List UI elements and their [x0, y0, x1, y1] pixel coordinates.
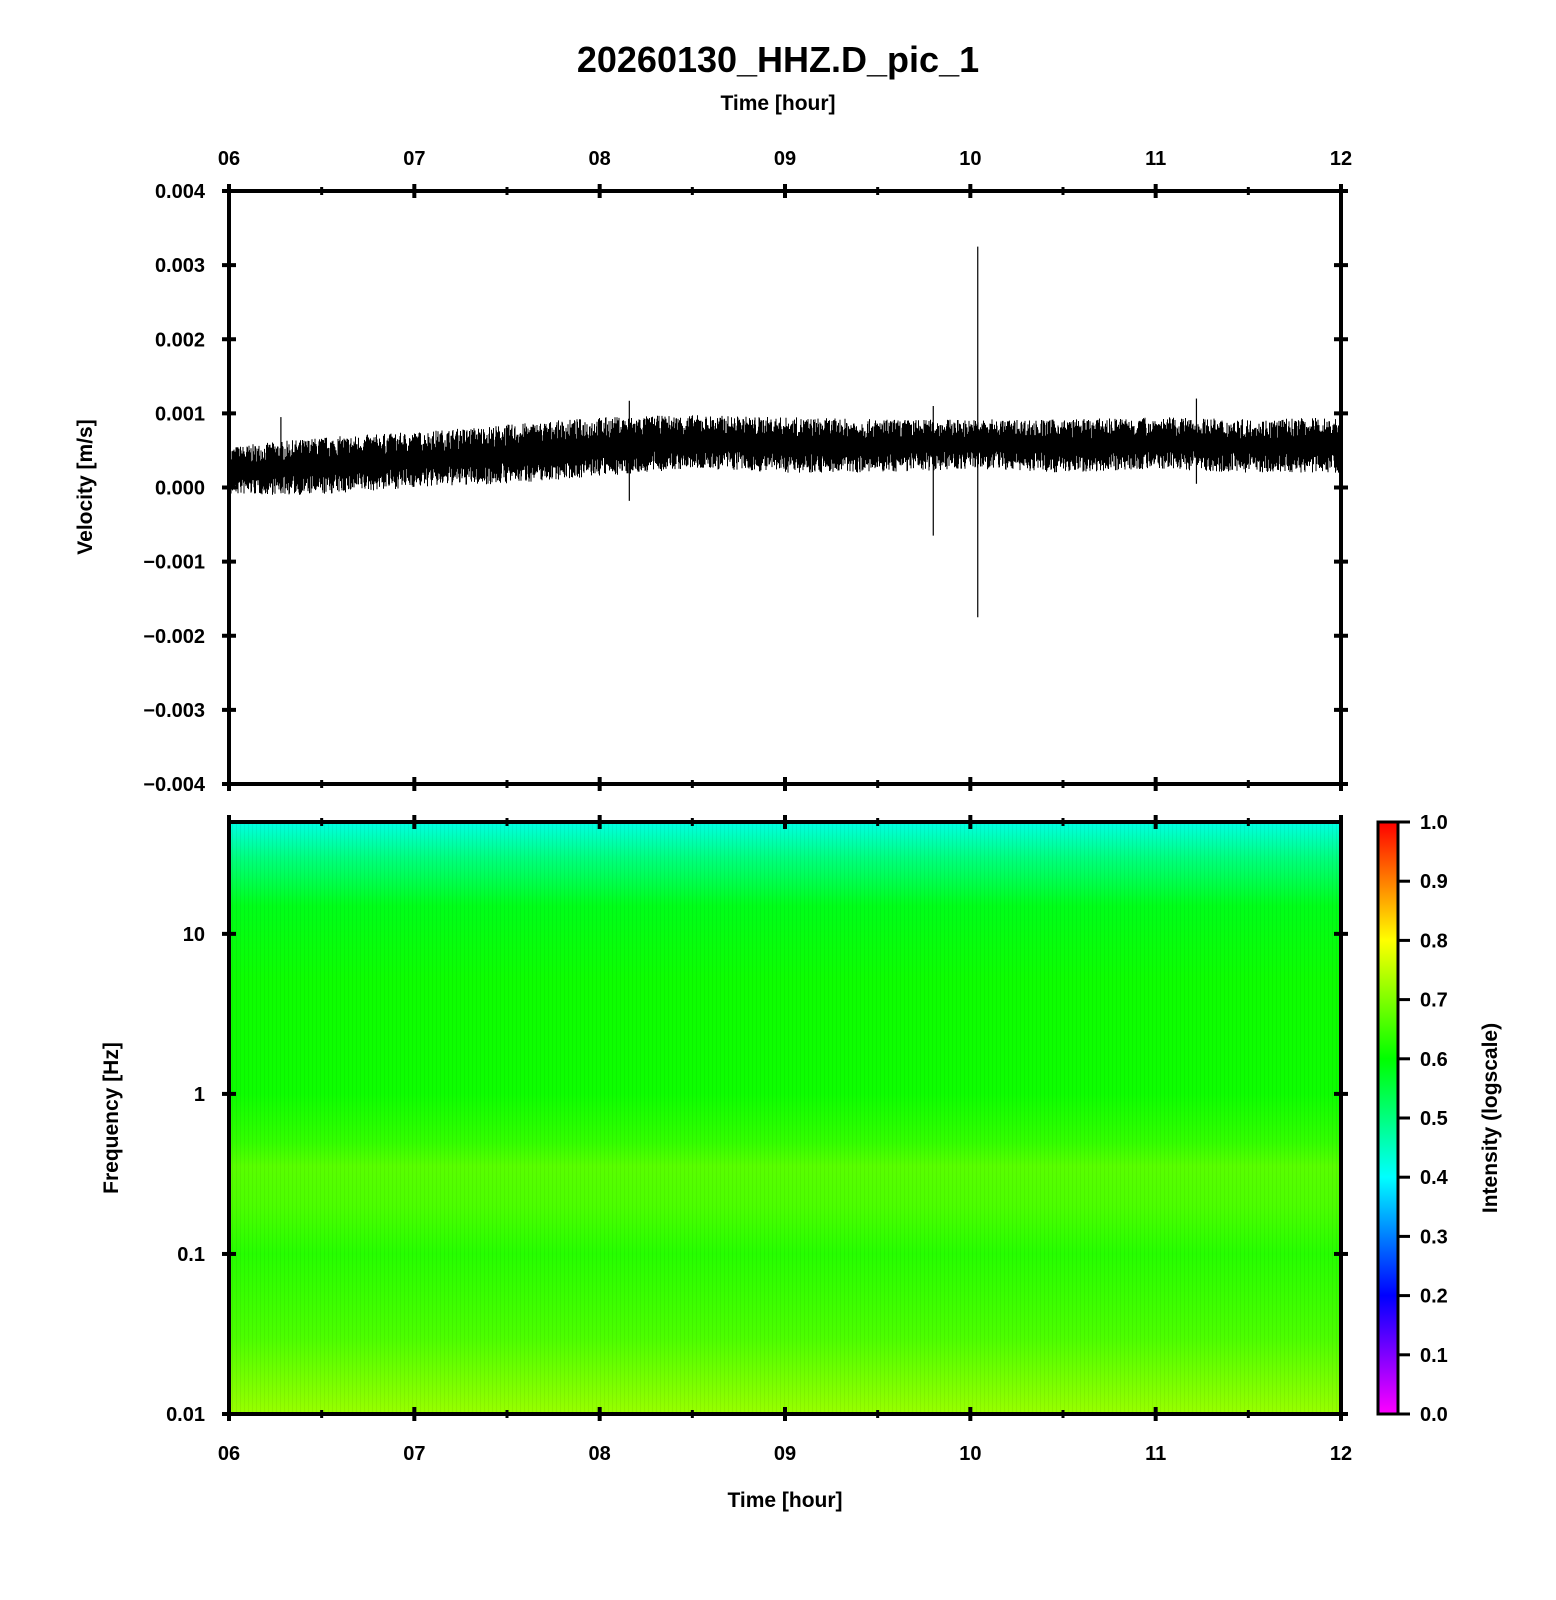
bottom-x-tick-label-10: 10: [959, 1443, 981, 1465]
frequency-y-tick-label-1: 1: [194, 1084, 205, 1106]
velocity-y-tick-label-0: 0.004: [155, 181, 206, 203]
colorbar-tick-label-0.6: 0.6: [1420, 1049, 1448, 1071]
frequency-y-tick-label-2: 0.1: [177, 1244, 205, 1266]
frequency-y-ticks: 10 1 0.1 0.01: [166, 924, 1348, 1426]
colorbar-tick-label-0.0: 0.0: [1420, 1404, 1448, 1426]
velocity-y-tick-label-5: −0.001: [143, 552, 205, 574]
velocity-y-tick-label-2: 0.002: [155, 329, 205, 351]
bottom-x-tick-label-12: 12: [1330, 1443, 1352, 1465]
top-x-tick-label-10: 10: [959, 148, 981, 170]
colorbar-tick-label-0.3: 0.3: [1420, 1226, 1448, 1248]
colorbar-tick-label-0.4: 0.4: [1420, 1167, 1449, 1189]
colorbar-tick-label-0.9: 0.9: [1420, 871, 1448, 893]
velocity-y-axis-label: Velocity [m/s]: [74, 419, 97, 554]
bottom-x-tick-label-08: 08: [589, 1443, 611, 1465]
spectrogram-texture: [229, 822, 1341, 1414]
bottom-x-axis-label: Time [hour]: [727, 1489, 842, 1512]
top-x-tick-label-06: 06: [218, 148, 240, 170]
intensity-colorbar: 1.0 0.9 0.8 0.7 0.6 0.5 0.4 0.3 0.2 0.1 0.0 Intens…: [1376, 812, 1502, 1426]
colorbar-tick-label-0.2: 0.2: [1420, 1286, 1448, 1308]
top-x-tick-label-09: 09: [774, 148, 796, 170]
colorbar-tick-label-0.1: 0.1: [1420, 1345, 1448, 1367]
top-x-axis-label: Time [hour]: [720, 92, 835, 115]
velocity-y-tick-label-4: 0.000: [155, 478, 205, 500]
colorbar-label: Intensity (logscale): [1479, 1023, 1502, 1213]
colorbar-tick-label-0.5: 0.5: [1420, 1108, 1448, 1130]
velocity-trace: [230, 246, 1340, 618]
spectrogram-panel: 06 07 08 09 10 11 12 10 1 0.1 0.01 Frequency [Hz]…: [100, 815, 1352, 1512]
colorbar-tick-label-0.8: 0.8: [1420, 930, 1448, 952]
colorbar-fill: [1376, 820, 1400, 1416]
frequency-y-tick-label-0: 10: [183, 924, 205, 946]
velocity-y-tick-label-7: −0.003: [143, 700, 205, 722]
velocity-y-ticks: 0.004 0.003 0.002 0.001 0.000 −0.001 −0.002 −0.…: [143, 181, 1348, 796]
bottom-x-tick-label-11: 11: [1145, 1443, 1166, 1465]
bottom-x-tick-label-09: 09: [774, 1443, 796, 1465]
top-x-tick-label-08: 08: [589, 148, 611, 170]
top-x-ticks: 06 07 08 09 10 11 12: [218, 148, 1352, 791]
colorbar-tick-label-0.7: 0.7: [1420, 990, 1448, 1012]
bottom-x-tick-label-06: 06: [218, 1443, 240, 1465]
velocity-y-tick-label-8: −0.004: [143, 774, 206, 796]
frequency-y-axis-label: Frequency [Hz]: [100, 1042, 123, 1194]
velocity-panel: 06 07 08 09 10 11 12 0.004 0.003 0.002 0.001 0.000…: [74, 148, 1352, 796]
chart-title: 20260130_HHZ.D_pic_1: [577, 39, 979, 80]
top-x-tick-label-11: 11: [1145, 148, 1166, 170]
velocity-y-tick-label-3: 0.001: [155, 403, 205, 425]
top-x-tick-label-12: 12: [1330, 148, 1352, 170]
velocity-noise-band: [230, 415, 1340, 495]
velocity-y-tick-label-1: 0.003: [155, 255, 205, 277]
velocity-y-tick-label-6: −0.002: [143, 626, 205, 648]
colorbar-tick-label-1.0: 1.0: [1420, 812, 1448, 834]
frequency-y-tick-label-3: 0.01: [166, 1404, 205, 1426]
colorbar-ticks: 1.0 0.9 0.8 0.7 0.6 0.5 0.4 0.3 0.2 0.1 0.0: [1398, 812, 1449, 1426]
top-x-tick-label-07: 07: [403, 148, 425, 170]
bottom-x-tick-label-07: 07: [403, 1443, 425, 1465]
spectrogram-x-ticks: 06 07 08 09 10 11 12: [218, 815, 1352, 1465]
